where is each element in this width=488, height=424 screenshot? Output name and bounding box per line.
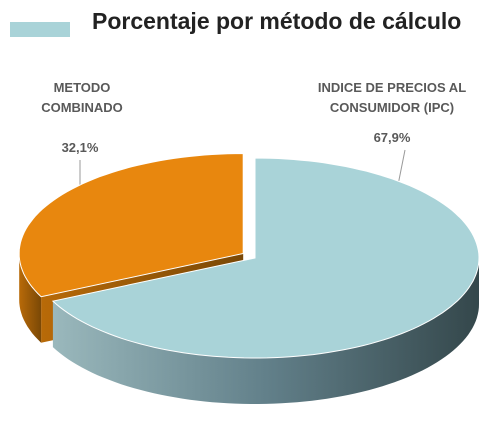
leader-line (397, 149, 406, 186)
value-label: 32,1% (61, 140, 99, 155)
category-label: INDICE DE PRECIOS AL CONSUMIDOR (IPC) (317, 80, 467, 115)
chart-title: Porcentaje por método de cálculo (92, 8, 462, 34)
category-label: METODO COMBINADO (41, 80, 123, 115)
slice (18, 152, 244, 298)
value-label: 67,9% (373, 130, 411, 145)
slice-side (52, 258, 480, 404)
legend-swatch (10, 22, 70, 37)
slice (51, 157, 480, 359)
